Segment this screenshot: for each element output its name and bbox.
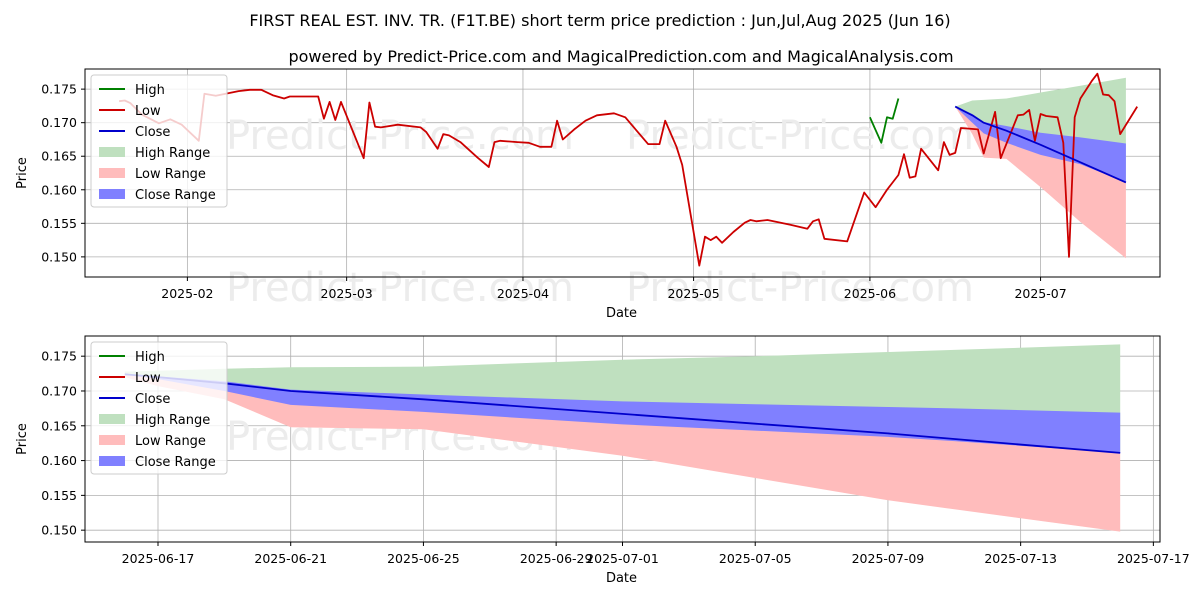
x-tick-label: 2025-03: [321, 286, 373, 301]
x-tick-label: 2025-05: [667, 286, 719, 301]
bottom-chart-panel: Predict-Price.comPredict-Price.com2025-0…: [15, 335, 1190, 586]
watermark-text: Predict-Price.com: [626, 265, 974, 311]
watermark-text: Predict-Price.com: [226, 113, 574, 159]
watermark-text: Predict-Price.com: [626, 113, 974, 159]
y-tick-label: 0.165: [41, 149, 77, 164]
y-tick-label: 0.165: [41, 418, 77, 433]
y-axis-label: Price: [15, 423, 30, 455]
close-line: [954, 105, 1127, 184]
low-range-band: [124, 374, 1121, 532]
legend: High Low Close High Range Low Range Close Ran…: [90, 341, 228, 475]
y-tick-label: 0.150: [41, 249, 77, 264]
x-tick-label: 2025-06: [844, 286, 896, 301]
legend-swatch: [99, 189, 125, 199]
x-tick-label: 2025-07: [1014, 286, 1066, 301]
x-tick-label: 2025-06-17: [122, 551, 195, 566]
y-tick-label: 0.170: [41, 115, 77, 130]
chart-title: FIRST REAL EST. INV. TR. (F1T.BE) short …: [249, 11, 950, 30]
x-tick-label: 2025-07-05: [719, 551, 792, 566]
top-chart-panel: Predict-Price.com Predict-Price.com Predic…: [15, 68, 1161, 321]
legend-swatch: [99, 168, 125, 178]
legend-swatch: [99, 147, 125, 157]
chart-subtitle: powered by Predict-Price.com and Magical…: [288, 47, 953, 66]
x-tick-label: 2025-02: [161, 286, 213, 301]
y-tick-label: 0.150: [41, 523, 77, 538]
y-axis-label: Price: [15, 157, 30, 189]
legend-label: High Range: [135, 413, 210, 428]
legend-label: Low: [135, 371, 161, 386]
high-line: [869, 98, 900, 144]
x-tick-label: 2025-07-01: [586, 551, 659, 566]
legend-label: Close: [135, 392, 170, 407]
low-line: [118, 72, 1138, 267]
y-tick-label: 0.155: [41, 488, 77, 503]
x-tick-label: 2025-07-09: [852, 551, 925, 566]
legend-label: Low Range: [135, 434, 206, 449]
low-range-band: [955, 106, 1126, 259]
x-tick-label: 2025-06-21: [254, 551, 327, 566]
x-tick-label: 2025-07-13: [984, 551, 1057, 566]
legend-swatch: [99, 456, 125, 466]
legend-label: Close Range: [135, 455, 216, 470]
y-tick-label: 0.160: [41, 453, 77, 468]
x-tick-label: 2025-04: [497, 286, 549, 301]
legend-label: High: [135, 83, 165, 98]
legend-swatch: [99, 435, 125, 445]
legend-label: High: [135, 350, 165, 365]
legend: High Low Close High Range Low Range Close Ran…: [90, 74, 228, 208]
y-tick-label: 0.170: [41, 383, 77, 398]
legend-label: Low: [135, 104, 161, 119]
legend-label: High Range: [135, 146, 210, 161]
legend-label: Low Range: [135, 167, 206, 182]
y-tick-label: 0.155: [41, 216, 77, 231]
y-tick-label: 0.160: [41, 182, 77, 197]
y-tick-label: 0.175: [41, 349, 77, 364]
legend-label: Close Range: [135, 188, 216, 203]
legend-swatch: [99, 414, 125, 424]
y-tick-label: 0.175: [41, 82, 77, 97]
watermark-text: Predict-Price.com: [226, 265, 574, 311]
x-tick-label: 2025-06-29: [520, 551, 593, 566]
legend-label: Close: [135, 125, 170, 140]
x-tick-label: 2025-06-25: [387, 551, 460, 566]
x-tick-label: 2025-07-17: [1117, 551, 1190, 566]
x-axis-label: Date: [606, 571, 637, 586]
x-axis-label: Date: [606, 306, 637, 321]
plot-frame: [84, 68, 1161, 278]
